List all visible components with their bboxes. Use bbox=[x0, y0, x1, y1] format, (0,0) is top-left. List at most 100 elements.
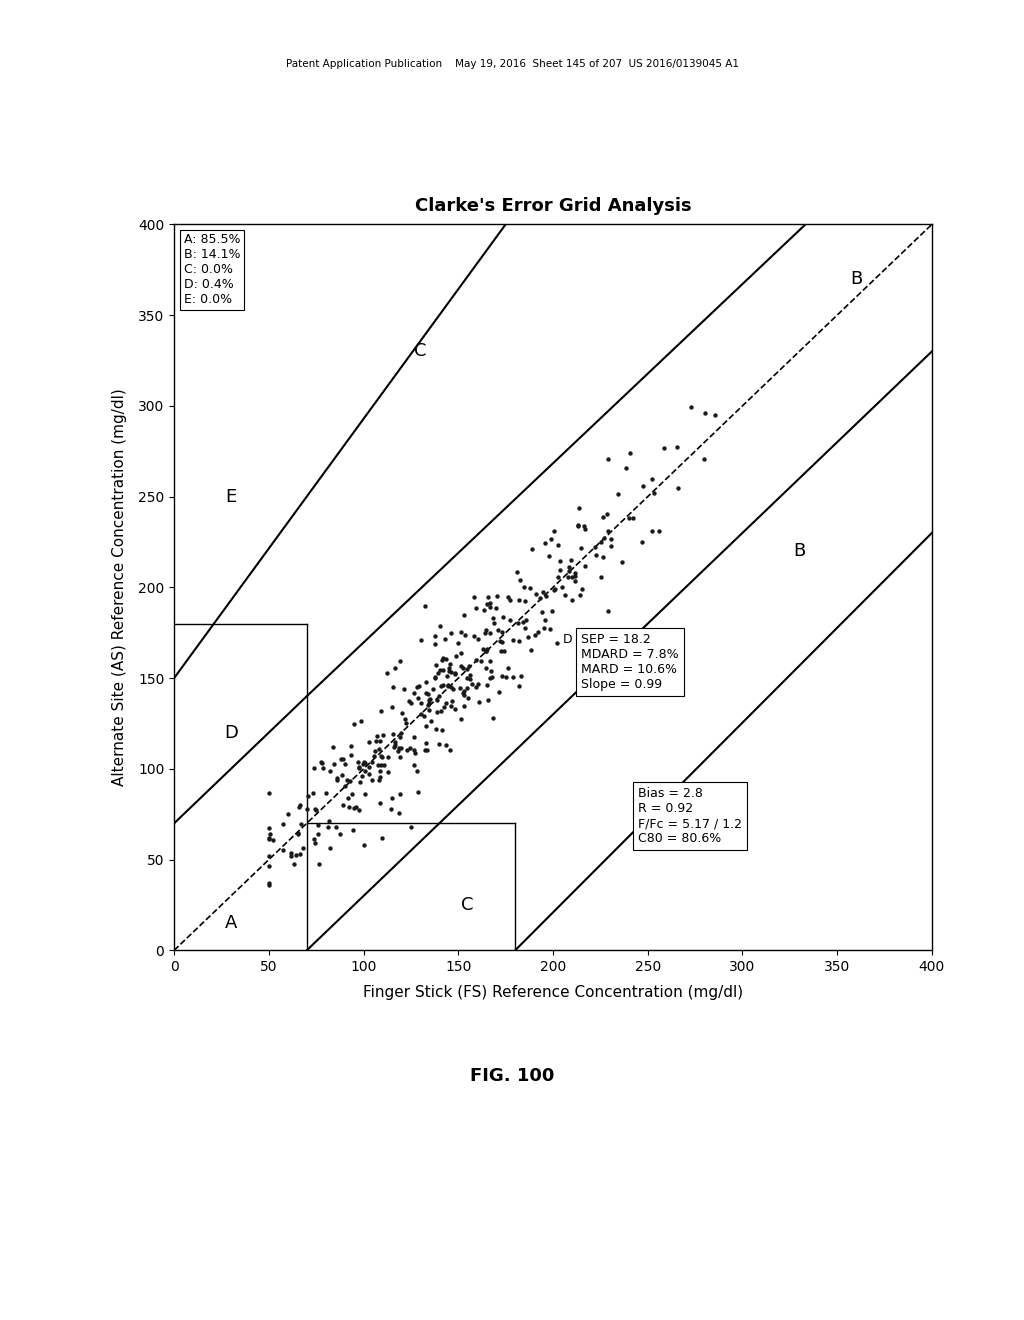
Point bbox=[511, 590, 527, 611]
Point bbox=[547, 578, 563, 599]
Point bbox=[260, 817, 276, 838]
Point bbox=[513, 665, 529, 686]
Point bbox=[613, 550, 630, 572]
Point bbox=[407, 754, 423, 775]
Point bbox=[482, 623, 499, 644]
Point bbox=[385, 723, 401, 744]
Point bbox=[596, 528, 612, 549]
Point bbox=[418, 733, 434, 754]
Point bbox=[443, 696, 460, 717]
Point bbox=[602, 528, 618, 549]
Point bbox=[446, 663, 463, 684]
Point bbox=[433, 701, 450, 722]
Point bbox=[500, 586, 516, 607]
Point bbox=[476, 599, 493, 620]
Point bbox=[553, 577, 569, 598]
Point bbox=[625, 507, 641, 528]
Point bbox=[410, 688, 426, 709]
Point bbox=[434, 649, 451, 671]
Point bbox=[356, 784, 373, 805]
Point bbox=[343, 744, 359, 766]
Point bbox=[413, 692, 429, 713]
Point bbox=[561, 557, 578, 578]
Point bbox=[656, 437, 673, 458]
Point bbox=[557, 585, 573, 606]
Point bbox=[406, 739, 422, 760]
Point bbox=[599, 520, 615, 541]
Point bbox=[453, 643, 469, 664]
Point bbox=[437, 648, 454, 669]
Point bbox=[478, 640, 495, 661]
Point bbox=[321, 810, 337, 832]
Point bbox=[593, 532, 609, 553]
Point bbox=[562, 550, 579, 572]
Point bbox=[260, 783, 276, 804]
Title: Clarke's Error Grid Analysis: Clarke's Error Grid Analysis bbox=[415, 197, 691, 215]
Point bbox=[365, 770, 381, 791]
Point bbox=[260, 828, 276, 849]
Y-axis label: Alternate Site (AS) Reference Concentration (mg/dl): Alternate Site (AS) Reference Concentrat… bbox=[112, 388, 127, 787]
Point bbox=[379, 746, 395, 767]
Point bbox=[430, 734, 446, 755]
Point bbox=[505, 630, 521, 651]
Point bbox=[393, 738, 410, 759]
Point bbox=[370, 725, 386, 746]
Point bbox=[308, 799, 325, 820]
Point bbox=[420, 694, 436, 715]
Text: Patent Application Publication    May 19, 2016  Sheet 145 of 207  US 2016/013904: Patent Application Publication May 19, 2… bbox=[286, 59, 738, 70]
Point bbox=[537, 618, 553, 639]
Point bbox=[310, 853, 327, 874]
Point bbox=[523, 640, 540, 661]
Point bbox=[376, 755, 392, 776]
Point bbox=[435, 647, 452, 668]
Point bbox=[511, 630, 527, 651]
Point bbox=[314, 752, 331, 774]
Point bbox=[423, 710, 439, 731]
Point bbox=[646, 482, 663, 503]
Point bbox=[432, 676, 449, 697]
X-axis label: Finger Stick (FS) Reference Concentration (mg/dl): Finger Stick (FS) Reference Concentratio… bbox=[362, 985, 743, 1001]
Point bbox=[545, 601, 561, 622]
Point bbox=[595, 507, 611, 528]
Point bbox=[411, 676, 427, 697]
Point bbox=[396, 709, 413, 730]
Point bbox=[544, 528, 560, 549]
Point bbox=[481, 597, 498, 618]
Point bbox=[387, 731, 403, 752]
Point bbox=[432, 659, 449, 680]
Point bbox=[454, 655, 470, 676]
Text: A: 85.5%
B: 14.1%
C: 0.0%
D: 0.4%
E: 0.0%: A: 85.5% B: 14.1% C: 0.0% D: 0.4% E: 0.0… bbox=[183, 234, 240, 306]
Point bbox=[283, 845, 299, 866]
Point bbox=[477, 620, 494, 642]
Point bbox=[450, 632, 466, 653]
Point bbox=[395, 678, 412, 700]
Point bbox=[260, 873, 276, 894]
Point bbox=[390, 803, 407, 824]
Point bbox=[439, 665, 456, 686]
Text: E: E bbox=[225, 487, 237, 506]
Point bbox=[292, 843, 308, 865]
Point bbox=[427, 626, 443, 647]
Point bbox=[479, 639, 496, 660]
Point bbox=[495, 607, 511, 628]
Point bbox=[427, 667, 443, 688]
Point bbox=[485, 708, 502, 729]
Point bbox=[573, 578, 590, 599]
Point bbox=[535, 582, 551, 603]
Point bbox=[515, 576, 531, 597]
Point bbox=[437, 628, 454, 649]
Point bbox=[379, 762, 395, 783]
Point bbox=[352, 771, 369, 792]
Point bbox=[373, 746, 389, 767]
Point bbox=[494, 622, 510, 643]
Point bbox=[482, 591, 499, 612]
Point bbox=[552, 560, 568, 581]
Point bbox=[312, 751, 329, 772]
Point bbox=[367, 741, 383, 762]
Point bbox=[384, 787, 400, 808]
Point bbox=[337, 754, 353, 775]
Point bbox=[441, 653, 458, 675]
Point bbox=[707, 404, 723, 425]
Point bbox=[428, 655, 444, 676]
Point bbox=[437, 735, 454, 756]
